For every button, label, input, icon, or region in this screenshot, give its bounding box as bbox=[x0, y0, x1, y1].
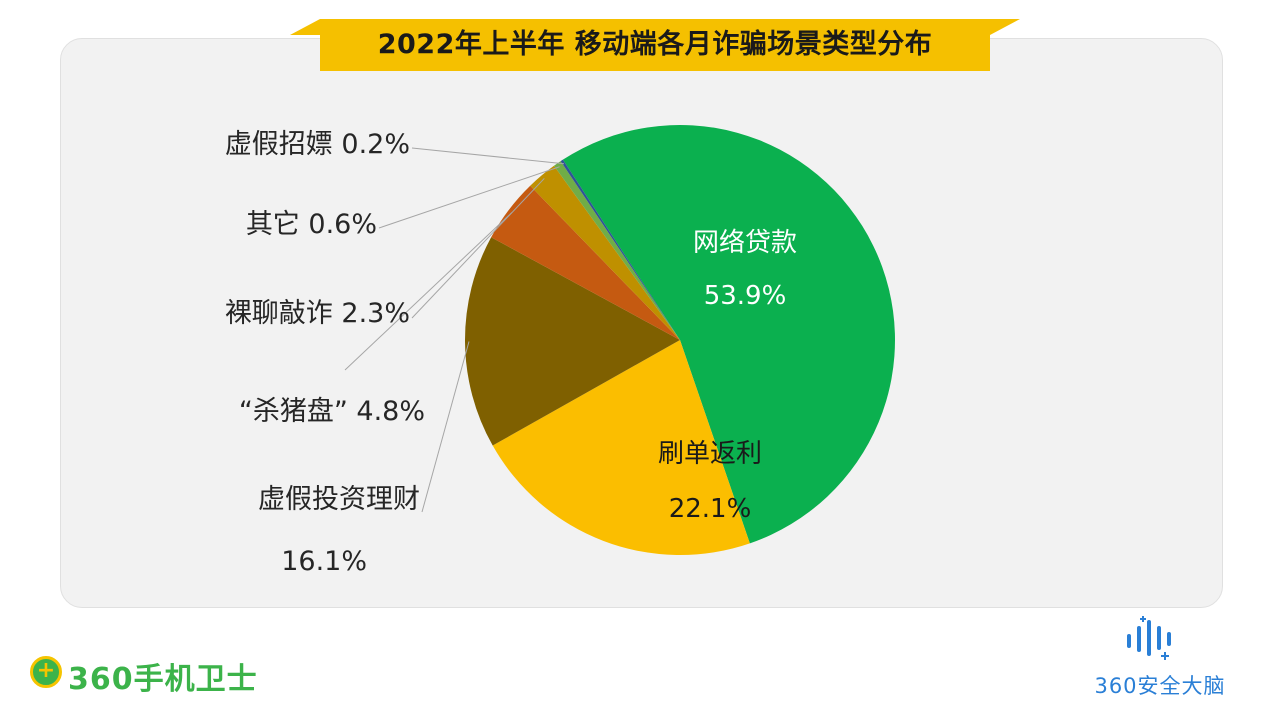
plus-shield-icon: + bbox=[30, 656, 62, 688]
leader-line-4 bbox=[344, 212, 513, 371]
chart-title: 2022年上半年 移动端各月诈骗场景类型分布 bbox=[377, 29, 933, 60]
slice-label-6: 其它 0.6% bbox=[246, 209, 377, 240]
slice-label-3: 虚假投资理财 bbox=[258, 484, 420, 515]
pie-slice-4 bbox=[491, 185, 680, 340]
leader-line-3 bbox=[421, 341, 470, 513]
left-brand-text: 360手机卫士 bbox=[68, 662, 258, 697]
slice-value-1: 53.9% bbox=[704, 281, 787, 311]
pie-slice-5 bbox=[530, 165, 680, 340]
slice-label-2: 刷单返利 bbox=[658, 439, 762, 469]
pie-slice-2 bbox=[492, 340, 750, 556]
leader-line-7 bbox=[411, 147, 565, 165]
slice-label-1: 网络贷款 bbox=[693, 228, 797, 258]
logo-360-security-brain: 360安全大脑 bbox=[1075, 612, 1245, 702]
right-brand-text: 360安全大脑 bbox=[1094, 674, 1226, 698]
pie-slice-3 bbox=[465, 237, 680, 446]
sound-wave-icon bbox=[1127, 616, 1171, 660]
slice-label-5: 裸聊敲诈 2.3% bbox=[225, 298, 410, 329]
pie-slice-1 bbox=[562, 125, 895, 544]
pie-slice-6 bbox=[553, 161, 680, 340]
pie-slice-7 bbox=[560, 159, 680, 340]
title-banner-shape bbox=[290, 19, 1020, 71]
slice-value-2: 22.1% bbox=[669, 494, 752, 524]
leader-line-6 bbox=[378, 166, 560, 229]
leader-line-5 bbox=[411, 178, 545, 319]
slice-label-7: 虚假招嫖 0.2% bbox=[225, 129, 410, 160]
title-banner: 2022年上半年 移动端各月诈骗场景类型分布 bbox=[290, 19, 1020, 71]
logo-360-mobile-guard: + 360手机卫士 bbox=[30, 652, 290, 697]
slice-value-3: 16.1% bbox=[281, 546, 367, 577]
slice-label-4: “杀猪盘” 4.8% bbox=[239, 396, 425, 427]
